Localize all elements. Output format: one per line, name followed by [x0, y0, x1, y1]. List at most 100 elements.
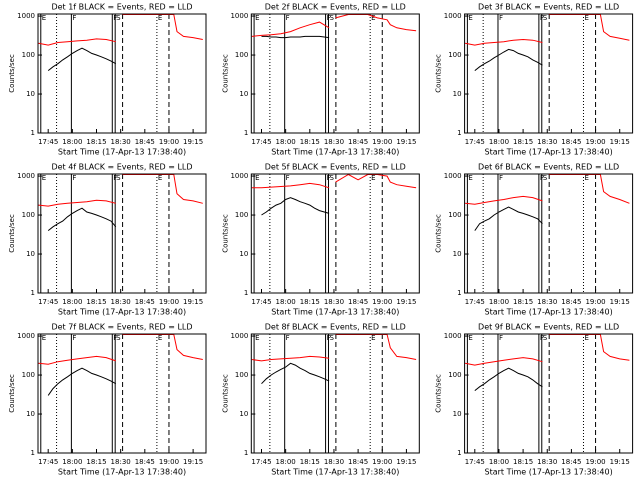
series-line [251, 21, 330, 37]
event-label: F [499, 174, 503, 182]
event-label: F [499, 14, 503, 22]
plot-frame [250, 333, 420, 454]
x-tick-label: 17:45 [251, 458, 271, 466]
y-axis-label: Counts/sec [221, 214, 229, 253]
y-tick-label: 10 [239, 90, 248, 98]
x-tick-label: 17:45 [465, 458, 485, 466]
x-tick-label: 18:00 [276, 138, 296, 146]
x-tick-label: 18:00 [489, 138, 509, 146]
x-tick-label: 17:45 [465, 138, 485, 146]
chart-title: Det 5f BLACK = Events, RED = LLD [265, 163, 406, 172]
x-tick-label: 19:00 [372, 458, 392, 466]
x-tick-label: 19:15 [183, 458, 203, 466]
y-axis-label: Counts/sec [435, 374, 443, 413]
y-tick-label: 1 [244, 449, 248, 457]
y-tick-label: 1000 [444, 12, 462, 20]
chart-title: Det 7f BLACK = Events, RED = LLD [51, 323, 192, 332]
panel: Det 3f BLACK = Events, RED = LLD Start Ti… [435, 3, 634, 157]
event-label: F [286, 174, 290, 182]
y-axis-label: Counts/sec [221, 54, 229, 93]
event-label: E [42, 174, 46, 182]
y-tick-label: 1 [31, 449, 35, 457]
y-tick-label: 10 [239, 250, 248, 258]
x-tick-label: 18:30 [324, 298, 344, 306]
series-line [335, 174, 417, 189]
series-line [122, 14, 203, 40]
event-label: E [468, 14, 472, 22]
event-label: F [72, 14, 76, 22]
y-tick-label: 1 [244, 289, 248, 297]
y-tick-label: 100 [448, 51, 461, 59]
x-axis-label: Start Time (17-Apr-13 17:38:40) [58, 468, 186, 477]
x-tick-label: 17:45 [38, 138, 58, 146]
x-tick-label: 19:00 [585, 298, 605, 306]
chart-title: Det 8f BLACK = Events, RED = LLD [265, 323, 406, 332]
y-tick-label: 1000 [17, 12, 35, 20]
panel: Det 8f BLACK = Events, RED = LLD Start Ti… [221, 323, 420, 477]
series-line [474, 367, 543, 391]
series-line [251, 355, 330, 362]
series-line [47, 47, 117, 71]
x-tick-label: 19:15 [610, 298, 630, 306]
plot-frame [37, 173, 207, 294]
plot-frame [464, 13, 634, 134]
y-tick-label: 1000 [230, 332, 248, 340]
x-tick-label: 18:45 [348, 458, 368, 466]
chart-title: Det 9f BLACK = Events, RED = LLD [478, 323, 619, 332]
y-axis-label: Counts/sec [435, 214, 443, 253]
y-tick-label: 10 [453, 90, 462, 98]
event-label: S [543, 174, 548, 182]
plot-frame [464, 333, 634, 454]
chart-title: Det 4f BLACK = Events, RED = LLD [51, 163, 192, 172]
y-tick-label: 1 [457, 129, 461, 137]
y-tick-label: 10 [26, 90, 35, 98]
series-line [474, 206, 543, 231]
series-line [47, 207, 117, 231]
x-tick-label: 18:30 [111, 138, 131, 146]
event-label: F [72, 334, 76, 342]
series-line [465, 357, 543, 366]
event-label: E [158, 174, 162, 182]
x-tick-label: 17:45 [465, 298, 485, 306]
x-tick-label: 18:45 [348, 298, 368, 306]
x-axis-label: Start Time (17-Apr-13 17:38:40) [271, 148, 399, 157]
x-tick-label: 18:45 [561, 458, 581, 466]
event-label: S [116, 14, 121, 22]
y-tick-label: 1000 [17, 332, 35, 340]
event-label: E [371, 174, 375, 182]
event-label: E [42, 334, 46, 342]
x-tick-label: 17:45 [38, 458, 58, 466]
x-tick-label: 18:30 [324, 458, 344, 466]
y-axis-label: Counts/sec [435, 54, 443, 93]
event-label: E [158, 14, 162, 22]
x-axis-label: Start Time (17-Apr-13 17:38:40) [484, 148, 612, 157]
y-tick-label: 1000 [230, 172, 248, 180]
x-tick-label: 18:15 [513, 138, 533, 146]
event-label: S [329, 14, 334, 22]
y-tick-label: 10 [239, 410, 248, 418]
x-tick-label: 19:15 [610, 458, 630, 466]
plot-frame [37, 333, 207, 454]
chart-title: Det 3f BLACK = Events, RED = LLD [478, 3, 619, 12]
panel: Det 4f BLACK = Events, RED = LLD Start Ti… [8, 163, 207, 317]
series-line [38, 38, 116, 46]
series-line [465, 38, 543, 46]
x-tick-label: 18:15 [300, 298, 320, 306]
y-axis-label: Counts/sec [8, 54, 16, 93]
x-axis-label: Start Time (17-Apr-13 17:38:40) [58, 308, 186, 317]
y-tick-label: 1 [31, 129, 35, 137]
event-label: E [371, 14, 375, 22]
x-tick-label: 18:15 [300, 138, 320, 146]
event-label: E [255, 334, 259, 342]
x-tick-label: 18:00 [62, 298, 82, 306]
series-line [261, 197, 330, 216]
x-tick-label: 18:15 [86, 138, 106, 146]
x-tick-label: 18:00 [489, 298, 509, 306]
event-label: F [499, 334, 503, 342]
y-tick-label: 1 [457, 289, 461, 297]
y-tick-label: 100 [448, 371, 461, 379]
plot-frame [250, 13, 420, 134]
y-tick-label: 1 [244, 129, 248, 137]
y-tick-label: 100 [22, 51, 35, 59]
